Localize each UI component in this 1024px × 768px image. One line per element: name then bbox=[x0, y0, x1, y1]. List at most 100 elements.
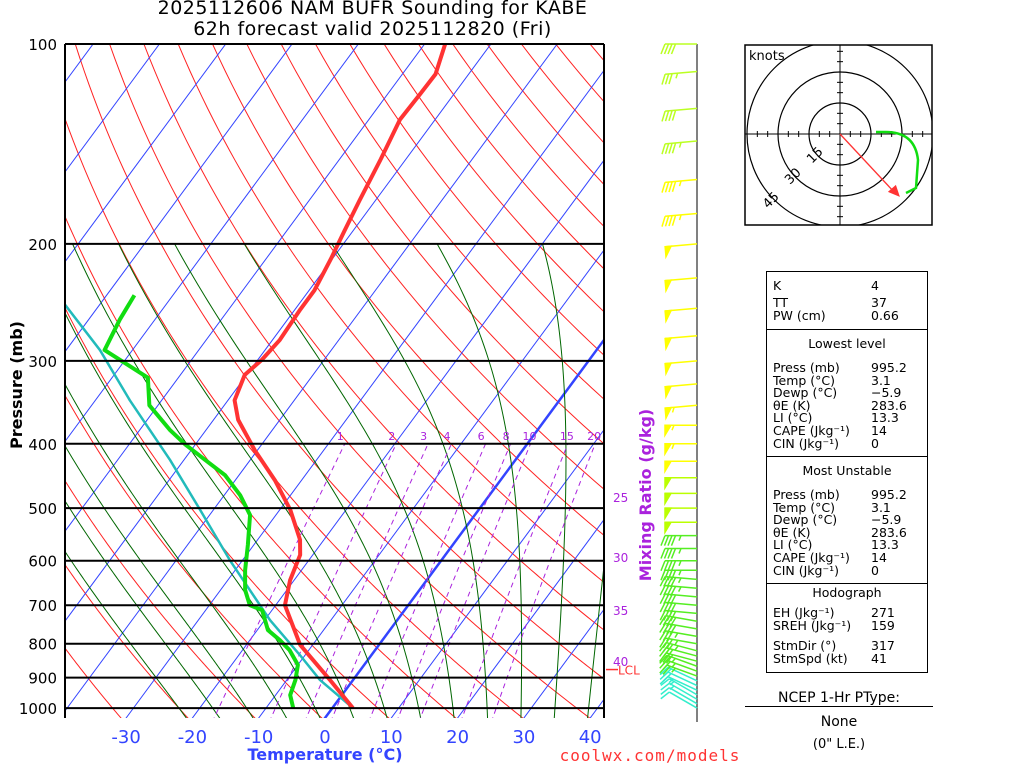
x-tick-label: -10 bbox=[244, 727, 273, 748]
lowest-level-title: Lowest level bbox=[808, 336, 886, 351]
barb-feather bbox=[661, 110, 666, 122]
barb-feather bbox=[660, 682, 670, 691]
index-row: CIN (Jkg⁻¹) 0 bbox=[773, 435, 923, 451]
label: LI (°C) bbox=[773, 537, 813, 553]
barb-feather bbox=[669, 617, 677, 628]
credit-link[interactable]: coolwx.com/models bbox=[560, 746, 741, 765]
barb-half-feather bbox=[669, 680, 675, 686]
barb-half-feather bbox=[671, 657, 676, 663]
index-row: CIN (Jkg⁻¹) 0 bbox=[773, 562, 923, 578]
storm-motion-arrowhead bbox=[887, 184, 900, 197]
barb-half-feather bbox=[669, 685, 675, 690]
barb-feather bbox=[659, 666, 669, 676]
index-row: StmDir (°) 317 bbox=[773, 639, 923, 652]
barb-feather bbox=[663, 594, 670, 605]
wind-barb bbox=[659, 637, 698, 649]
barb-feather bbox=[670, 611, 677, 622]
value: 4 bbox=[871, 278, 879, 293]
mixing-ratio-value: 8 bbox=[503, 430, 510, 443]
barb-feather bbox=[663, 576, 670, 587]
barb-feather bbox=[671, 181, 677, 192]
barb-feather bbox=[668, 110, 673, 122]
x-tick-label: 10 bbox=[380, 727, 403, 748]
barb-feather bbox=[661, 74, 666, 85]
barb-half-feather bbox=[678, 560, 682, 567]
mixing-ratio-line bbox=[419, 443, 532, 718]
wind-barb bbox=[660, 559, 697, 572]
mixing-ratio-value: 10 bbox=[523, 430, 537, 443]
mixing-ratio-line bbox=[270, 443, 397, 718]
barb-pennant bbox=[664, 406, 673, 421]
label: Dewp (°C) bbox=[773, 385, 838, 401]
label: Dewp (°C) bbox=[773, 512, 838, 528]
barb-shaft bbox=[665, 641, 698, 652]
hodograph-trace bbox=[876, 130, 920, 195]
wind-barb bbox=[659, 593, 698, 605]
barb-pennant bbox=[664, 521, 673, 535]
dry-adiabat bbox=[74, 44, 591, 718]
dry-adiabat bbox=[65, 215, 457, 718]
barb-half-feather bbox=[677, 577, 682, 584]
barb-feather bbox=[662, 660, 671, 670]
dry-adiabat bbox=[486, 44, 604, 186]
value: 0 bbox=[871, 562, 879, 578]
barb-half-feather bbox=[671, 407, 675, 413]
barb-feather bbox=[670, 560, 677, 572]
value: 3.1 bbox=[871, 499, 891, 515]
barb-feather bbox=[665, 654, 674, 664]
mixing-ratio-value: 2 bbox=[388, 430, 395, 443]
wind-barb bbox=[660, 682, 698, 700]
barb-feather bbox=[664, 215, 670, 227]
label: EH (Jkg⁻¹) bbox=[773, 605, 835, 620]
wind-barb bbox=[664, 383, 698, 400]
isotherm bbox=[65, 44, 293, 353]
barb-feather bbox=[668, 181, 673, 193]
dry-adiabat bbox=[65, 117, 524, 718]
moist-adiabat bbox=[118, 243, 388, 718]
barb-feather bbox=[667, 548, 673, 559]
barb-shaft bbox=[667, 671, 698, 687]
mixing-ratio-label: Mixing Ratio (g/kg) bbox=[636, 409, 655, 581]
mixing-ratio-line bbox=[213, 443, 346, 718]
barb-half-feather bbox=[674, 639, 679, 646]
value: 995.2 bbox=[871, 487, 907, 502]
value: 37 bbox=[871, 295, 887, 310]
barb-feather bbox=[670, 548, 677, 559]
barb-feather bbox=[665, 649, 674, 659]
barb-pennant bbox=[664, 460, 673, 474]
x-tick-label: 0 bbox=[319, 727, 330, 748]
y-tick-label: 700 bbox=[28, 597, 57, 615]
barb-feather bbox=[665, 643, 674, 654]
x-tick-label: -20 bbox=[178, 727, 207, 748]
wind-barb bbox=[661, 70, 698, 85]
dry-adiabat bbox=[177, 44, 604, 583]
wind-barb bbox=[664, 307, 698, 324]
barb-shaft bbox=[668, 691, 698, 709]
wind-barb bbox=[659, 666, 698, 682]
label: SREH (Jkg⁻¹) bbox=[773, 617, 852, 633]
barb-feather bbox=[663, 548, 670, 559]
barb-feather bbox=[670, 586, 677, 597]
value: 14 bbox=[871, 550, 887, 565]
value: 0 bbox=[871, 435, 879, 451]
barb-shaft bbox=[665, 140, 698, 145]
wind-barb bbox=[664, 477, 697, 491]
index-row: CAPE (Jkg⁻¹) 14 bbox=[773, 424, 923, 437]
barb-feather bbox=[660, 691, 670, 700]
moist-adiabat bbox=[436, 243, 523, 718]
barb-half-feather bbox=[674, 632, 679, 638]
moist-adiabat bbox=[243, 243, 455, 718]
barb-pennant bbox=[664, 362, 673, 377]
wind-barb bbox=[660, 678, 698, 696]
barb-feather bbox=[671, 215, 677, 226]
x-tick-label: 40 bbox=[579, 727, 602, 748]
x-axis-label: Temperature (°C) bbox=[247, 745, 402, 764]
y-tick-label: 400 bbox=[28, 436, 57, 454]
freezing-isotherm bbox=[323, 337, 604, 718]
barb-half-feather bbox=[675, 72, 679, 79]
barb-pennant bbox=[664, 245, 673, 260]
barb-half-feather bbox=[678, 142, 682, 148]
wind-barb bbox=[659, 614, 698, 628]
barb-feather bbox=[666, 638, 674, 649]
